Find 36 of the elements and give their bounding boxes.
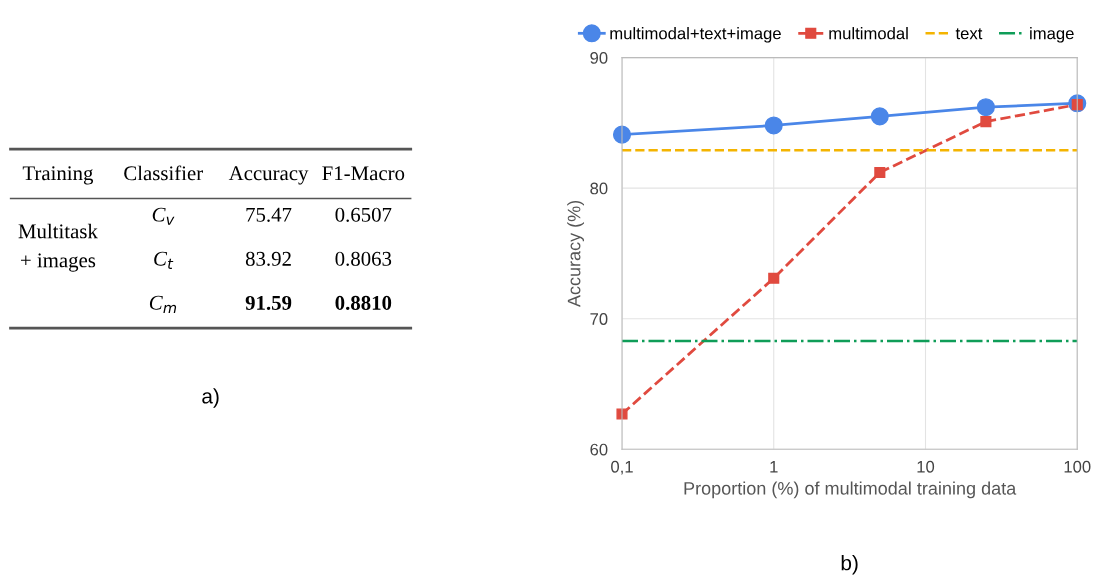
legend-label: multimodal+text+image [610,27,781,43]
text: 0.8063 [335,251,392,266]
text: 91.59 [245,295,292,311]
text: Accuracy [228,166,309,185]
point [768,272,780,284]
point [870,107,889,126]
x-tick-label: 10 [917,460,935,473]
text: b) [841,555,858,575]
text: 0.6507 [335,207,392,222]
text: 83.92 [245,251,291,266]
text: 75.47 [246,207,292,222]
legend-label: text [955,28,983,40]
text: Training [22,166,94,185]
text: C$_{v}$ [152,207,175,225]
point [874,166,886,179]
point [980,116,992,128]
text: Classifier [124,165,203,181]
y-tick-label: 80 [590,182,608,195]
x-tick-label: 100 [1064,460,1091,473]
text: C$_{t}$ [154,251,174,269]
text: C$_{m}$ [149,295,177,313]
text: a) [202,388,219,408]
legend-label: multimodal [829,27,908,40]
x-tick-label: 0,1 [611,460,633,475]
legend-label: image [1030,27,1074,43]
y-tick-label: 60 [590,443,608,456]
y-tick-label: 70 [590,313,608,325]
text: F1-Macro [322,166,405,181]
text: Multitask + images [18,223,98,272]
x-axis-title: Proportion (%) of multimodal training data [684,481,1017,499]
y-tick-label: 90 [590,52,608,64]
point [976,98,995,117]
x-tick-label: 1 [770,461,778,473]
text: 0.8810 [335,295,392,311]
y-axis-title: Accuracy (%) [567,200,585,308]
point [764,116,783,135]
